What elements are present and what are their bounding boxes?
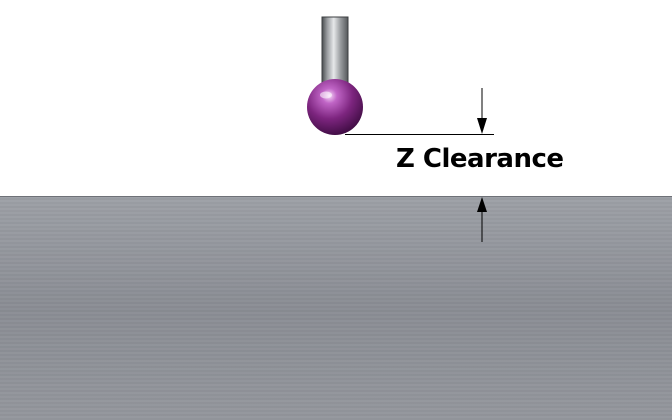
down-arrow-icon [477,118,487,134]
probe-stylus-icon [307,16,363,135]
up-arrow-icon [477,197,487,212]
dimension-lines [345,88,494,242]
probe-ball [307,79,363,135]
z-clearance-label: Z Clearance [396,144,564,174]
workpiece-block [0,196,672,420]
